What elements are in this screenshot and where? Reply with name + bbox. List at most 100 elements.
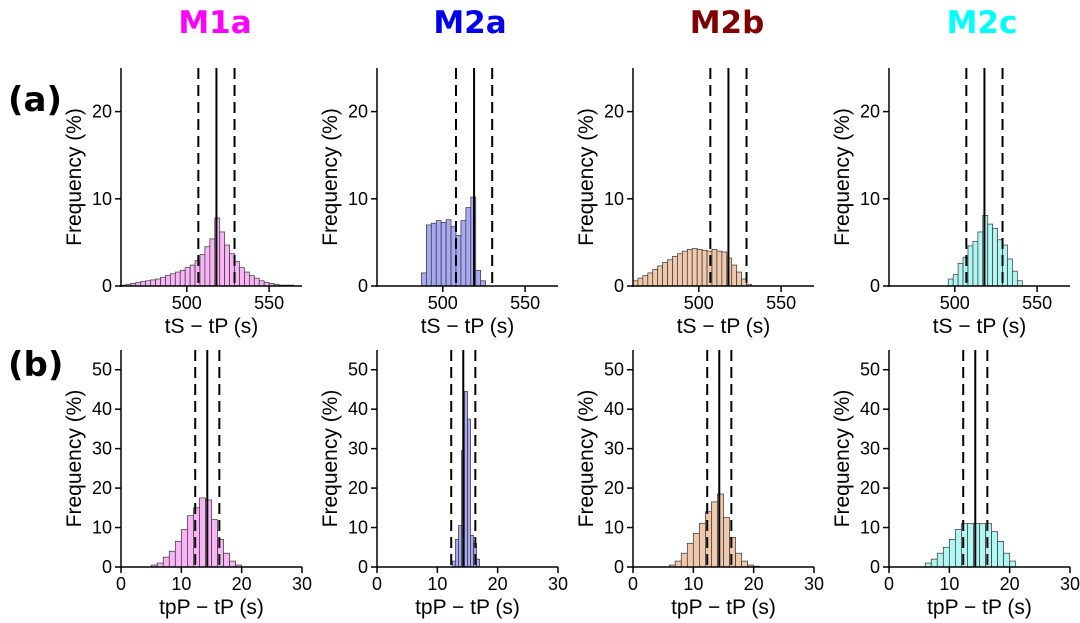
y-tick-label: 30 — [860, 439, 880, 459]
x-axis-label: tpP − tP (s) — [671, 596, 776, 619]
y-tick-label: 40 — [348, 399, 368, 419]
histogram-bar — [211, 519, 218, 568]
y-tick-label: 20 — [348, 102, 368, 122]
y-axis-label: Frequency (%) — [319, 390, 342, 528]
y-tick-label: 50 — [604, 360, 624, 380]
histogram-bar — [187, 515, 194, 568]
x-tick-label: 0 — [884, 574, 894, 594]
x-tick-label: 0 — [116, 574, 126, 594]
histogram-bar — [421, 272, 427, 287]
y-tick-label: 10 — [348, 189, 368, 209]
histogram-bar — [987, 223, 994, 287]
x-tick-label: 20 — [744, 574, 764, 594]
histogram-bar — [1016, 280, 1023, 287]
histogram-bar — [464, 391, 468, 568]
histogram-bar — [947, 278, 954, 287]
row-label-b: (b) — [8, 345, 63, 385]
histogram-bar — [452, 560, 456, 568]
histogram-bar — [972, 241, 979, 287]
x-tick-label: 30 — [1060, 574, 1080, 594]
histogram-bar — [662, 262, 668, 287]
histogram-bar — [184, 267, 191, 287]
model-title-m2a: M2a — [433, 5, 506, 41]
histogram-bar — [435, 220, 442, 287]
histogram-bar — [657, 265, 663, 287]
y-axis-label: Frequency (%) — [575, 108, 598, 246]
x-tick-label: 10 — [171, 574, 191, 594]
y-tick-label: 30 — [604, 439, 624, 459]
histogram-bar — [686, 249, 693, 287]
histogram-bar — [174, 271, 181, 287]
histogram-bar — [440, 221, 447, 287]
histogram-bar — [219, 231, 226, 287]
x-axis-label: tpP − tP (s) — [415, 596, 520, 619]
histogram-bar — [248, 275, 255, 287]
histogram-bar — [239, 267, 245, 287]
histogram-bar — [1003, 552, 1011, 568]
histogram-bar — [696, 249, 703, 287]
histogram-bar — [721, 251, 728, 287]
panel-b-M2c: 0 10 20 30 40 50 0 10 20 30 tpP − tP (s) Frequency … — [831, 350, 1080, 619]
histogram-bar — [667, 259, 673, 287]
y-tick-label: 40 — [92, 399, 112, 419]
histogram-bar — [997, 541, 1004, 568]
histogram-bar — [476, 558, 480, 568]
histogram-bar — [955, 529, 962, 568]
histogram-bar — [647, 272, 654, 287]
histogram-bar — [229, 560, 236, 568]
y-tick-label: 0 — [870, 557, 880, 577]
histogram-bar — [977, 231, 984, 287]
histogram-bar — [948, 539, 956, 568]
histogram-bar — [741, 560, 748, 568]
histogram-bar — [199, 497, 206, 568]
histogram-bar — [170, 273, 176, 287]
histogram-bar — [199, 254, 206, 287]
histogram-bar — [189, 264, 196, 287]
histogram-bar — [258, 280, 265, 287]
x-tick-label: 20 — [488, 574, 508, 594]
histogram-bar — [942, 546, 950, 568]
y-tick-label: 20 — [92, 478, 112, 498]
y-tick-label: 10 — [860, 189, 880, 209]
histogram-bar — [480, 280, 486, 287]
histogram-bar — [465, 207, 472, 287]
histogram-bar — [174, 541, 182, 568]
histogram-bar — [179, 269, 186, 287]
histogram-bar — [731, 264, 738, 287]
histogram-bar — [680, 552, 688, 568]
histogram-bar — [475, 269, 482, 287]
y-tick-label: 0 — [358, 276, 368, 296]
model-title-m2c: M2c — [947, 5, 1018, 41]
x-axis-label: tS − tP (s) — [677, 315, 771, 338]
x-tick-label: 550 — [1022, 293, 1052, 313]
histogram-bar — [162, 556, 170, 568]
histogram-bar — [967, 523, 974, 568]
histogram-bar — [682, 250, 688, 287]
y-tick-label: 30 — [348, 439, 368, 459]
histogram-bar — [168, 550, 176, 568]
x-axis-label: tpP − tP (s) — [927, 596, 1032, 619]
y-tick-label: 0 — [614, 557, 624, 577]
histogram-bar — [209, 238, 216, 287]
histogram-bar — [155, 278, 161, 287]
x-axis-label: tS − tP (s) — [421, 315, 515, 338]
y-axis-label: Frequency (%) — [319, 108, 342, 246]
x-tick-label: 10 — [939, 574, 959, 594]
histogram-bar — [223, 552, 230, 568]
y-tick-label: 10 — [604, 518, 624, 538]
y-tick-label: 10 — [348, 518, 368, 538]
histogram-bar — [652, 269, 659, 287]
histogram-bar — [253, 277, 260, 287]
histogram-bar — [467, 418, 471, 568]
y-tick-label: 10 — [92, 518, 112, 538]
y-tick-label: 20 — [604, 102, 624, 122]
histogram-bar — [711, 501, 718, 568]
panel-b-M2a: 0 10 20 30 40 50 0 10 20 30 tpP − tP (s) Frequency … — [319, 350, 568, 619]
histogram-bar — [930, 558, 938, 568]
y-tick-label: 20 — [860, 102, 880, 122]
x-tick-label: 10 — [427, 574, 447, 594]
histogram-bar — [1012, 270, 1018, 287]
